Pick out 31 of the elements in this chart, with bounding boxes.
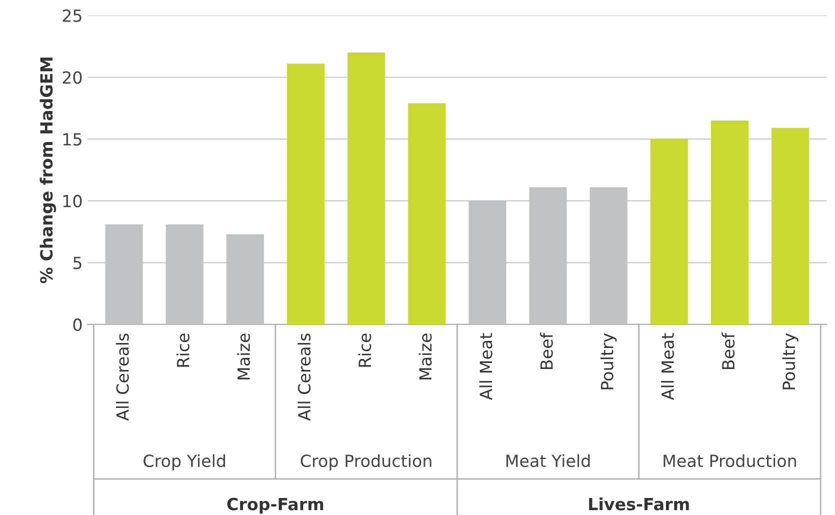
text: Crop-Farm — [227, 498, 324, 514]
bar — [710, 120, 749, 324]
bar — [650, 139, 688, 324]
text: Crop Production — [300, 454, 432, 470]
x-tick-label: Poultry — [600, 333, 617, 390]
bar — [286, 64, 325, 324]
bar — [772, 128, 810, 324]
bar — [348, 52, 386, 324]
bar — [408, 103, 446, 324]
x-tick-label: Rice — [358, 334, 372, 367]
y-tick-label: 0 — [73, 318, 82, 332]
x-tick-label: All Cereals — [298, 334, 311, 421]
text: Meat Production — [664, 454, 796, 468]
x-tick-label: Rice — [176, 334, 190, 367]
x-tick-label: Maize — [418, 334, 432, 380]
text: Meat Yield — [506, 454, 590, 468]
text: Lives-Farm — [589, 497, 689, 510]
x-tick-label: Beef — [722, 332, 735, 369]
x-tick-label: Maize — [237, 334, 250, 380]
y-tick-label: 25 — [62, 9, 82, 22]
y-axis-title: % Change from HadGEM — [40, 58, 56, 284]
x-tick-label: All Meat — [479, 333, 492, 400]
x-tick-label: All Cereals — [116, 334, 129, 421]
x-tick-label: Beef — [540, 332, 553, 369]
y-tick-label: 20 — [62, 71, 82, 84]
text: Crop Yield — [144, 454, 226, 470]
x-tick-label: All Meat — [661, 333, 674, 400]
y-tick-label: 5 — [73, 256, 82, 270]
y-tick-label: 10 — [63, 194, 82, 208]
y-tick-label: 15 — [63, 133, 82, 146]
x-tick-label: Poultry — [782, 333, 798, 390]
